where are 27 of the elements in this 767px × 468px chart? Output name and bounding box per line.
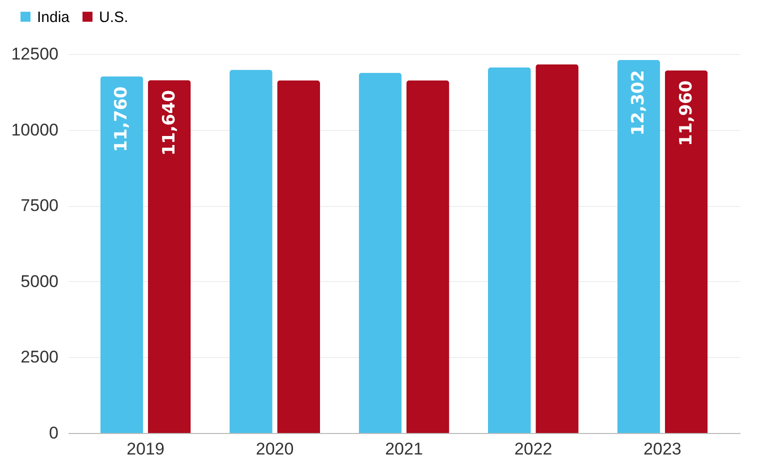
bar bbox=[536, 64, 578, 433]
y-tick-label: 2500 bbox=[20, 348, 58, 367]
x-tick-label: 2023 bbox=[644, 440, 682, 458]
data-label: 11,960 bbox=[676, 80, 696, 146]
y-tick-label: 7500 bbox=[20, 196, 58, 216]
x-tick-label: 2021 bbox=[385, 440, 423, 458]
bar bbox=[277, 80, 320, 433]
bar bbox=[664, 70, 708, 433]
bar bbox=[148, 80, 191, 433]
y-tick-label: 10000 bbox=[11, 120, 58, 140]
bar bbox=[358, 72, 402, 433]
bar bbox=[617, 60, 660, 433]
x-tick-label: 2019 bbox=[126, 440, 164, 458]
y-tick-label: 12500 bbox=[11, 44, 58, 64]
x-tick-label: 2022 bbox=[514, 440, 552, 458]
bar bbox=[100, 76, 144, 433]
legend-label: U.S. bbox=[99, 8, 128, 26]
bar bbox=[230, 70, 272, 433]
x-tick-label: 2020 bbox=[256, 440, 294, 458]
bar bbox=[488, 67, 531, 433]
data-label: 11,760 bbox=[112, 86, 132, 152]
data-label: 12,302 bbox=[628, 70, 649, 136]
y-tick-label: 5000 bbox=[20, 272, 58, 291]
data-label: 11,640 bbox=[159, 90, 180, 156]
legend-label: India bbox=[37, 8, 70, 26]
y-tick-label: 0 bbox=[49, 424, 58, 442]
bar bbox=[406, 80, 450, 433]
